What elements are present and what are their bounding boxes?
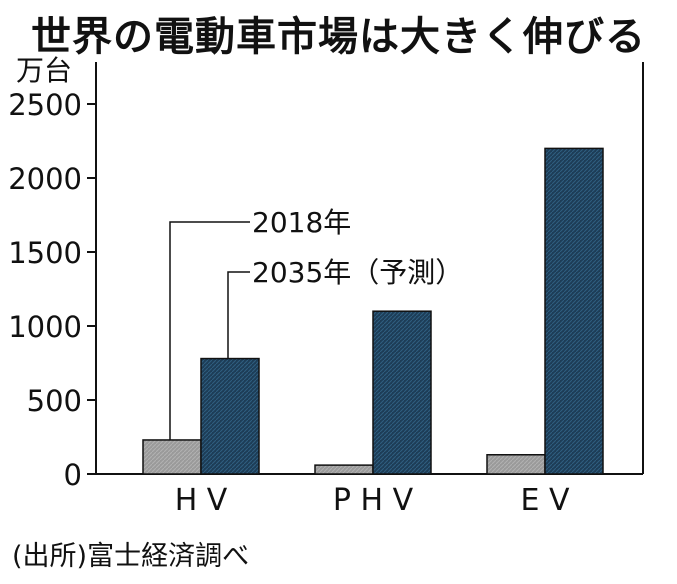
bar-2035-hv xyxy=(200,357,260,475)
y-tick-label: 1500 xyxy=(8,236,82,270)
bar-2035-ev xyxy=(544,147,604,475)
y-tick-label: 2000 xyxy=(8,162,82,196)
bar-2018-phv xyxy=(314,464,374,475)
x-tick-label-phv: P H V xyxy=(333,483,414,518)
y-axis-unit: 万台 xyxy=(16,54,72,87)
y-tick-label: 2500 xyxy=(8,88,82,122)
bar-2035-phv xyxy=(372,310,432,475)
y-tick-label: 0 xyxy=(64,458,82,492)
x-tick-label-ev: E V xyxy=(520,483,569,518)
y-tick-label: 1000 xyxy=(8,310,82,344)
x-tick-label-hv: H V xyxy=(175,483,228,518)
y-tick-label: 500 xyxy=(27,384,82,418)
bar-2018-hv xyxy=(142,439,202,475)
legend-label-2018: 2018年 xyxy=(252,206,351,239)
bar-2018-ev xyxy=(486,454,546,475)
legend-callout-2035 xyxy=(227,271,250,359)
legend-label-2035: 2035年（予測） xyxy=(252,256,463,289)
legend-callout-2018 xyxy=(169,221,250,440)
chart-title: 世界の電動車市場は大きく伸びる xyxy=(31,14,646,60)
source-note: (出所)富士経済調べ xyxy=(12,541,250,572)
